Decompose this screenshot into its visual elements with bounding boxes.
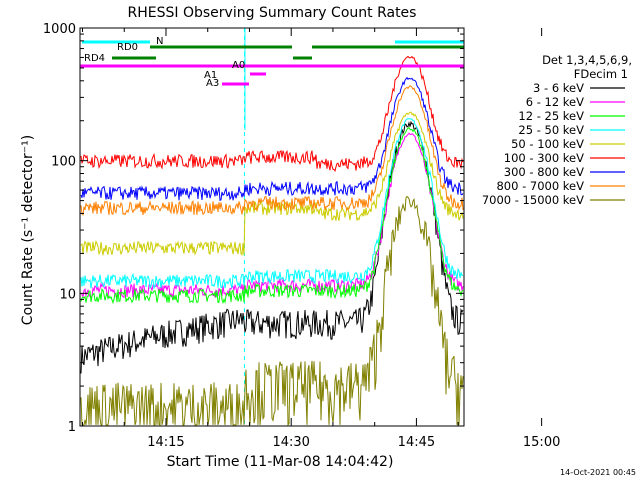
series-line (80, 118, 464, 290)
y-tick-label: 1000 (43, 22, 76, 37)
flag-label-a0: A0 (232, 60, 245, 71)
series-line (80, 120, 464, 374)
chart-title: RHESSI Observing Summary Count Rates (128, 5, 417, 21)
x-tick-label: 14:45 (398, 435, 435, 450)
x-axis-title: Start Time (11-Mar-08 14:04:42) (167, 454, 394, 470)
flag-label-rd4: RD4 (84, 53, 105, 64)
legend-entry-label: 6 - 12 keV (526, 95, 584, 109)
legend-entry-label: 25 - 50 keV (518, 123, 584, 137)
flag-label-a3: A3 (206, 78, 219, 89)
series-line (80, 76, 464, 202)
legend-header-line2: FDecim 1 (574, 67, 628, 81)
legend-header-line1: Det 1,3,4,5,6,9, (542, 53, 632, 67)
series-line (80, 126, 464, 305)
plot-frame (79, 27, 465, 427)
series-line (80, 55, 464, 173)
legend-entry-label: 50 - 100 keV (511, 137, 584, 151)
footer-date: 14-Oct-2021 00:45 (560, 468, 636, 477)
y-tick-label: 100 (51, 155, 76, 170)
legend-entry-label: 100 - 300 keV (504, 151, 584, 165)
flag-label-a1: A1 (204, 70, 217, 81)
legend-entry-label: 3 - 6 keV (533, 81, 584, 95)
x-tick-label: 14:15 (147, 435, 184, 450)
series-line (80, 195, 464, 427)
y-tick-label: 10 (59, 287, 76, 302)
x-tick-label: 15:00 (523, 435, 560, 450)
y-axis-title: Count Rate (s⁻¹ detector⁻¹) (20, 135, 36, 325)
legend-entry-label: 800 - 7000 keV (496, 179, 584, 193)
flag-label-rd0: RD0 (117, 42, 138, 53)
legend-entry-label: 300 - 800 keV (504, 165, 584, 179)
legend-entry-label: 12 - 25 keV (518, 109, 584, 123)
x-tick-label: 14:30 (272, 435, 309, 450)
flag-label-n: N (156, 36, 163, 47)
series-line (80, 85, 464, 216)
y-tick-label: 1 (68, 420, 76, 435)
plot-area (80, 28, 464, 427)
series-line (80, 111, 464, 256)
legend-entry-label: 7000 - 15000 keV (482, 193, 584, 207)
series-line (80, 132, 464, 299)
